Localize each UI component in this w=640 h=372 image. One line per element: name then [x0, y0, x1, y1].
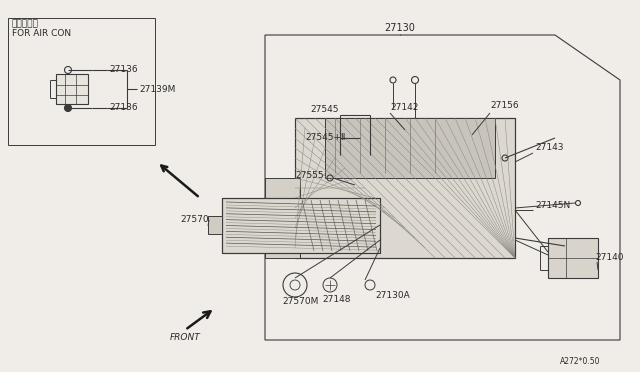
- Text: 27136: 27136: [109, 65, 138, 74]
- Text: 27148: 27148: [322, 295, 351, 305]
- Text: 27555: 27555: [295, 170, 324, 180]
- Bar: [295, 118, 515, 258]
- Text: FRONT: FRONT: [170, 333, 201, 341]
- Text: 27145N: 27145N: [535, 201, 570, 209]
- Text: 27570M: 27570M: [282, 298, 318, 307]
- Text: 27545+Ⅱ: 27545+Ⅱ: [305, 134, 346, 142]
- Text: 27140: 27140: [595, 253, 623, 263]
- Bar: [325, 118, 495, 178]
- Bar: [208, 216, 222, 234]
- Text: 27139M: 27139M: [139, 84, 175, 93]
- Circle shape: [65, 105, 72, 112]
- Text: 27136: 27136: [109, 103, 138, 112]
- Bar: [56, 74, 88, 104]
- Text: 27545: 27545: [310, 106, 339, 115]
- Bar: [222, 198, 380, 253]
- Text: 27143: 27143: [535, 144, 563, 153]
- Text: 27570: 27570: [180, 215, 209, 224]
- Text: A272*0.50: A272*0.50: [560, 357, 600, 366]
- Bar: [548, 238, 598, 278]
- Text: 27130A: 27130A: [375, 291, 410, 299]
- Text: 27130: 27130: [385, 23, 415, 33]
- Text: エアコン用: エアコン用: [12, 19, 39, 29]
- Text: 27142: 27142: [390, 103, 419, 112]
- Text: FOR AIR CON: FOR AIR CON: [12, 29, 71, 38]
- Bar: [8, 18, 155, 145]
- Bar: [222, 198, 380, 253]
- Bar: [295, 118, 515, 258]
- Bar: [265, 178, 300, 258]
- Text: 27156: 27156: [490, 100, 518, 109]
